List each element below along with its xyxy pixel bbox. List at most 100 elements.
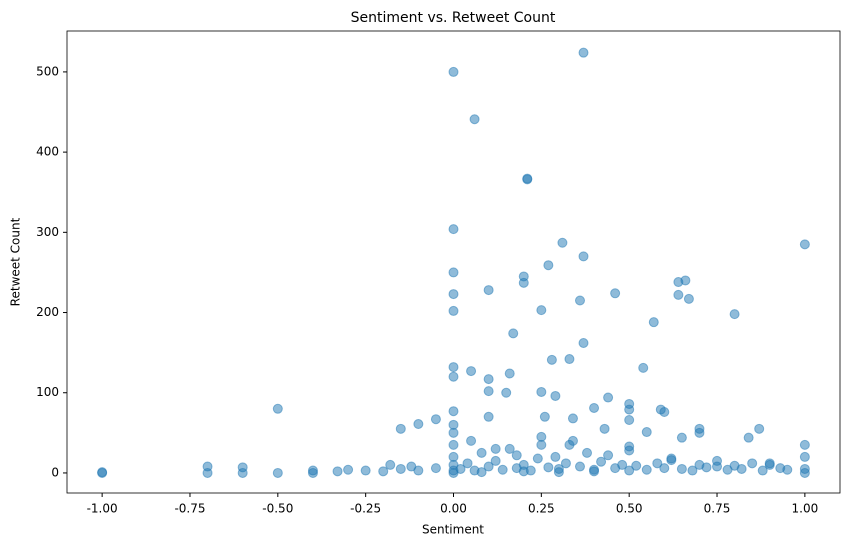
point: [578, 251, 589, 262]
chart-title: Sentiment vs. Retweet Count: [351, 10, 556, 26]
x-tick-label: 0.75: [704, 502, 731, 516]
point: [476, 447, 487, 458]
point: [501, 387, 512, 398]
point: [413, 419, 424, 430]
point: [799, 239, 810, 250]
point: [557, 237, 568, 248]
point: [729, 309, 740, 320]
point: [799, 451, 810, 462]
x-tick-label: 0.50: [616, 502, 643, 516]
point: [536, 431, 547, 442]
point: [754, 423, 765, 434]
point: [483, 411, 494, 422]
point: [272, 467, 283, 478]
point: [550, 390, 561, 401]
point: [448, 465, 459, 476]
point: [202, 461, 213, 472]
point: [676, 432, 687, 443]
point: [483, 386, 494, 397]
point: [543, 260, 554, 271]
point: [596, 456, 607, 467]
point: [617, 459, 628, 470]
point: [483, 461, 494, 472]
point: [237, 462, 248, 473]
point: [511, 450, 522, 461]
point: [638, 362, 649, 373]
point: [378, 466, 389, 477]
point: [522, 173, 533, 184]
point: [448, 66, 459, 77]
point: [578, 338, 589, 349]
point: [680, 275, 691, 286]
point: [332, 466, 343, 477]
point: [641, 464, 652, 475]
y-tick-label: 200: [36, 305, 59, 319]
point: [694, 427, 705, 438]
point: [476, 467, 487, 478]
point: [532, 453, 543, 464]
point: [360, 465, 371, 476]
point: [469, 114, 480, 125]
x-tick-label: -0.25: [350, 502, 381, 516]
point: [603, 392, 614, 403]
point: [483, 285, 494, 296]
point: [574, 461, 585, 472]
point: [508, 328, 519, 339]
point: [395, 423, 406, 434]
y-tick-label: 0: [51, 465, 59, 479]
x-tick-label: 0.25: [528, 502, 555, 516]
point: [490, 443, 501, 454]
x-tick-label: 1.00: [792, 502, 819, 516]
point: [553, 467, 564, 478]
point: [701, 462, 712, 473]
y-tick-label: 300: [36, 225, 59, 239]
point: [518, 277, 529, 288]
point: [483, 374, 494, 385]
point: [648, 317, 659, 328]
point: [466, 435, 477, 446]
point: [567, 413, 578, 424]
point: [539, 411, 550, 422]
point: [624, 445, 635, 456]
point: [307, 465, 318, 476]
point: [448, 305, 459, 316]
point: [631, 460, 642, 471]
point: [743, 432, 754, 443]
x-tick-label: -0.50: [262, 502, 293, 516]
point: [574, 295, 585, 306]
x-tick-label: -1.00: [87, 502, 118, 516]
point: [343, 464, 354, 475]
point: [799, 463, 810, 474]
point: [448, 267, 459, 278]
point: [448, 289, 459, 300]
point: [448, 362, 459, 373]
point: [448, 419, 459, 430]
point: [550, 451, 561, 462]
point: [430, 414, 441, 425]
point: [385, 459, 396, 470]
y-tick-label: 400: [36, 145, 59, 159]
point: [504, 443, 515, 454]
point: [782, 464, 793, 475]
y-tick-label: 500: [36, 64, 59, 78]
point: [652, 458, 663, 469]
point: [624, 465, 635, 476]
point: [599, 423, 610, 434]
x-tick-label: 0.00: [440, 502, 467, 516]
point: [272, 403, 283, 414]
point: [582, 447, 593, 458]
point: [497, 464, 508, 475]
point: [641, 427, 652, 438]
point: [736, 463, 747, 474]
point: [659, 406, 670, 417]
point: [673, 289, 684, 300]
point: [610, 288, 621, 299]
point: [799, 439, 810, 450]
point: [536, 305, 547, 316]
point: [764, 458, 775, 469]
point: [448, 451, 459, 462]
point: [448, 439, 459, 450]
point: [413, 465, 424, 476]
x-tick-label: -0.75: [174, 502, 205, 516]
